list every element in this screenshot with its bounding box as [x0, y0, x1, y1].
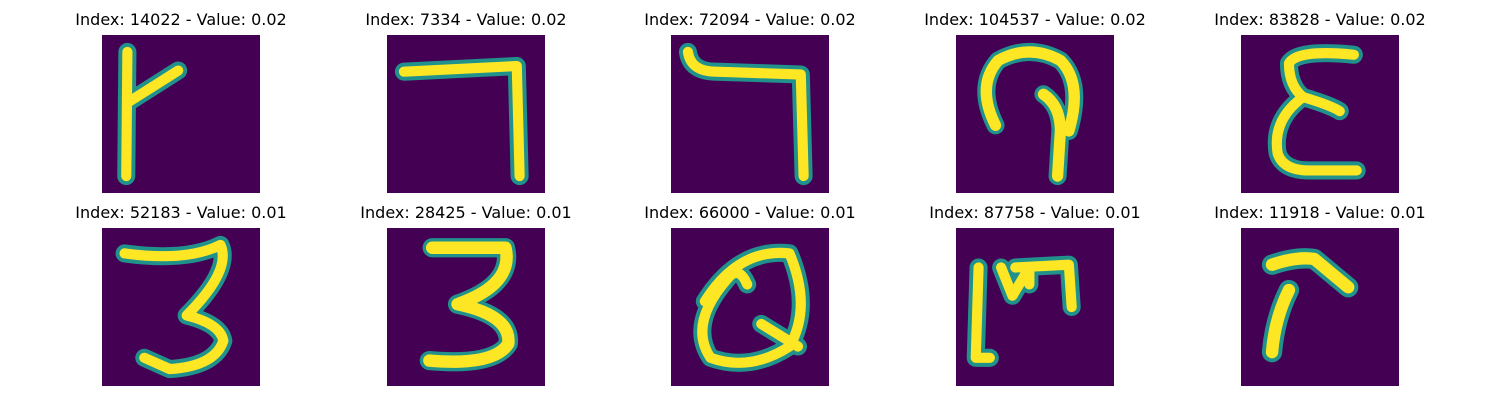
digit-image: [387, 35, 545, 193]
cell-title: Index: 66000 - Value: 0.01: [644, 203, 856, 222]
grid-cell: Index: 72094 - Value: 0.02: [630, 10, 870, 193]
digit-image: [956, 228, 1114, 386]
digit-image: [1241, 35, 1399, 193]
cell-title: Index: 14022 - Value: 0.02: [75, 10, 287, 29]
grid-cell: Index: 52183 - Value: 0.01: [61, 203, 301, 386]
digit-image: [956, 35, 1114, 193]
digit-image: [102, 228, 260, 386]
cell-title: Index: 28425 - Value: 0.01: [360, 203, 572, 222]
digit-image: [1241, 228, 1399, 386]
grid-cell: Index: 14022 - Value: 0.02: [61, 10, 301, 193]
cell-title: Index: 11918 - Value: 0.01: [1214, 203, 1426, 222]
digit-image: [671, 35, 829, 193]
cell-title: Index: 83828 - Value: 0.02: [1214, 10, 1426, 29]
cell-title: Index: 72094 - Value: 0.02: [644, 10, 856, 29]
cell-title: Index: 52183 - Value: 0.01: [75, 203, 287, 222]
grid-cell: Index: 11918 - Value: 0.01: [1200, 203, 1440, 386]
cell-title: Index: 7334 - Value: 0.02: [365, 10, 567, 29]
grid-cell: Index: 83828 - Value: 0.02: [1200, 10, 1440, 193]
cell-title: Index: 104537 - Value: 0.02: [924, 10, 1146, 29]
grid-cell: Index: 104537 - Value: 0.02: [915, 10, 1155, 193]
digit-image: [387, 228, 545, 386]
digit-image: [671, 228, 829, 386]
grid-cell: Index: 66000 - Value: 0.01: [630, 203, 870, 386]
digit-image: [102, 35, 260, 193]
grid-cell: Index: 7334 - Value: 0.02: [346, 10, 586, 193]
grid-cell: Index: 28425 - Value: 0.01: [346, 203, 586, 386]
cell-title: Index: 87758 - Value: 0.01: [929, 203, 1141, 222]
grid-cell: Index: 87758 - Value: 0.01: [915, 203, 1155, 386]
